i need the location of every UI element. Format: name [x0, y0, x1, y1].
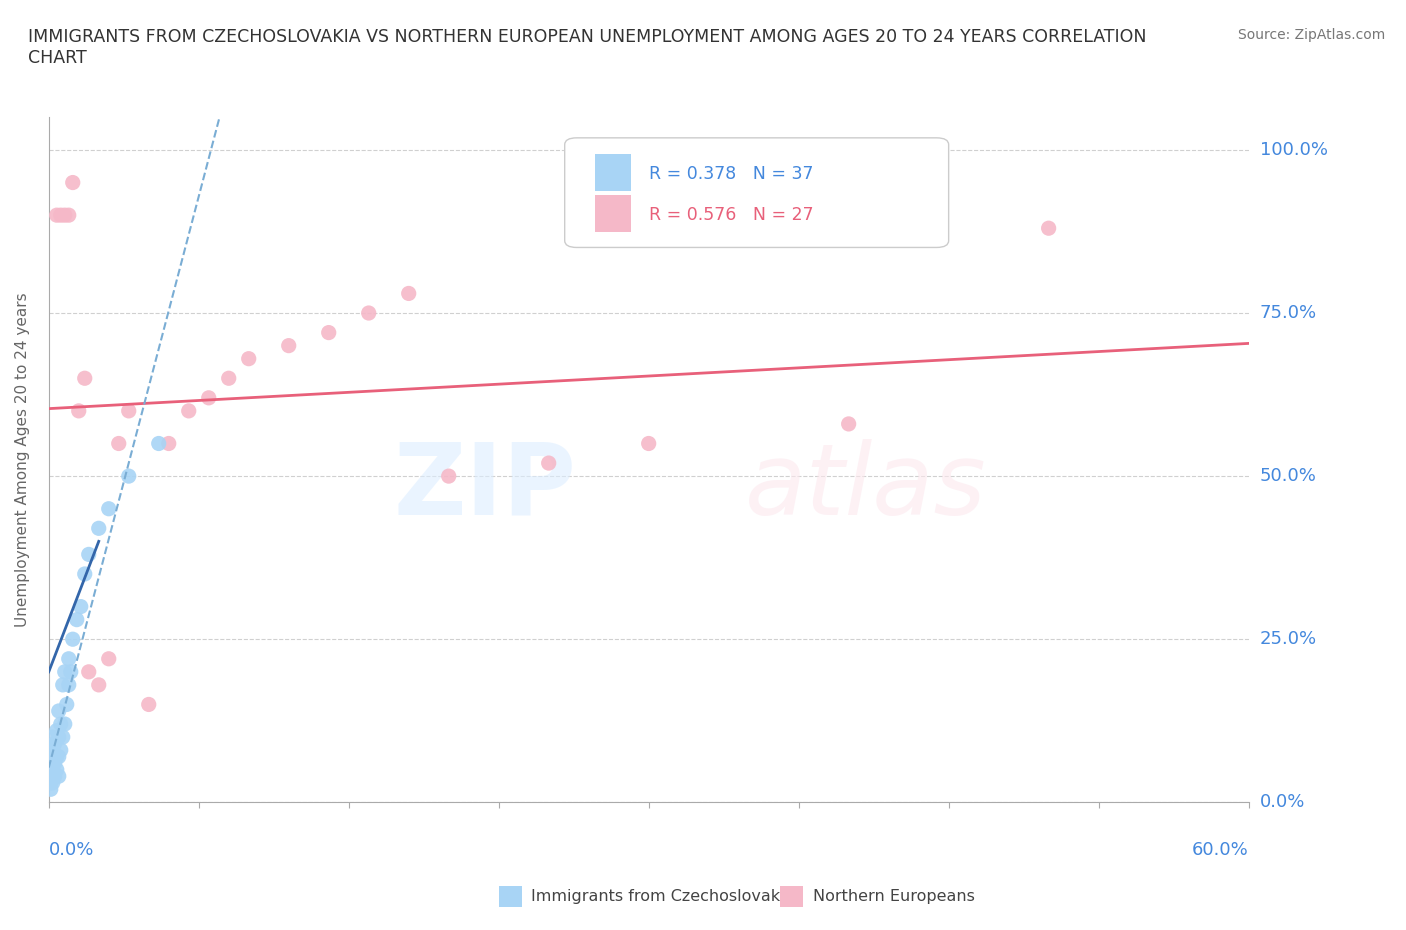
Point	[1038, 220, 1060, 235]
Point	[58, 677, 80, 692]
Point	[58, 651, 80, 666]
Text: ZIP: ZIP	[394, 439, 576, 536]
Point	[39, 750, 62, 764]
Text: 50.0%: 50.0%	[1260, 467, 1316, 485]
Point	[97, 501, 120, 516]
Point	[148, 436, 170, 451]
Point	[62, 175, 84, 190]
Text: 25.0%: 25.0%	[1260, 631, 1317, 648]
Point	[66, 612, 89, 627]
Point	[58, 207, 80, 222]
Point	[277, 339, 299, 353]
Text: Immigrants from Czechoslovakia: Immigrants from Czechoslovakia	[531, 889, 794, 904]
Point	[637, 436, 659, 451]
Point	[437, 469, 460, 484]
Point	[39, 763, 62, 777]
Point	[69, 599, 91, 614]
Point	[45, 750, 67, 764]
Point	[48, 703, 70, 718]
Point	[39, 782, 62, 797]
FancyBboxPatch shape	[595, 194, 631, 232]
Text: R = 0.576   N = 27: R = 0.576 N = 27	[648, 206, 813, 224]
Y-axis label: Unemployment Among Ages 20 to 24 years: Unemployment Among Ages 20 to 24 years	[15, 293, 30, 627]
Point	[42, 743, 65, 758]
Text: R = 0.378   N = 37: R = 0.378 N = 37	[648, 166, 813, 183]
Text: atlas: atlas	[745, 439, 986, 536]
Text: Source: ZipAtlas.com: Source: ZipAtlas.com	[1237, 28, 1385, 42]
Point	[73, 566, 96, 581]
Point	[77, 547, 100, 562]
Point	[42, 776, 65, 790]
Point	[44, 737, 66, 751]
Text: 100.0%: 100.0%	[1260, 141, 1327, 159]
Point	[42, 730, 65, 745]
Point	[107, 436, 129, 451]
Point	[53, 207, 76, 222]
Point	[49, 207, 72, 222]
Point	[87, 677, 110, 692]
Point	[238, 352, 260, 366]
FancyBboxPatch shape	[565, 138, 949, 247]
Text: 0.0%: 0.0%	[49, 842, 94, 859]
Point	[357, 306, 380, 321]
Point	[44, 756, 66, 771]
Point	[838, 417, 860, 432]
Point	[52, 677, 75, 692]
Point	[45, 763, 67, 777]
Point	[48, 730, 70, 745]
Point	[49, 743, 72, 758]
Point	[537, 456, 560, 471]
Text: IMMIGRANTS FROM CZECHOSLOVAKIA VS NORTHERN EUROPEAN UNEMPLOYMENT AMONG AGES 20 T: IMMIGRANTS FROM CZECHOSLOVAKIA VS NORTHE…	[28, 28, 1147, 67]
Point	[398, 286, 420, 301]
Point	[52, 730, 75, 745]
Text: 0.0%: 0.0%	[1260, 793, 1305, 811]
Point	[48, 750, 70, 764]
Point	[55, 697, 77, 711]
FancyBboxPatch shape	[595, 153, 631, 192]
Point	[44, 769, 66, 784]
Point	[118, 469, 141, 484]
Point	[118, 404, 141, 418]
Point	[62, 631, 84, 646]
Point	[87, 521, 110, 536]
Point	[53, 717, 76, 732]
Point	[73, 371, 96, 386]
Point	[45, 207, 67, 222]
Point	[177, 404, 200, 418]
Text: 60.0%: 60.0%	[1192, 842, 1249, 859]
Point	[197, 391, 219, 405]
Point	[318, 326, 340, 340]
Point	[45, 724, 67, 738]
Point	[97, 651, 120, 666]
Point	[59, 664, 82, 679]
Point	[42, 763, 65, 777]
Text: 75.0%: 75.0%	[1260, 304, 1317, 322]
Point	[53, 664, 76, 679]
Point	[218, 371, 240, 386]
Point	[77, 664, 100, 679]
Point	[157, 436, 180, 451]
Point	[49, 717, 72, 732]
Point	[138, 697, 160, 711]
Point	[67, 404, 90, 418]
Point	[48, 769, 70, 784]
Text: Northern Europeans: Northern Europeans	[813, 889, 974, 904]
Point	[39, 776, 62, 790]
